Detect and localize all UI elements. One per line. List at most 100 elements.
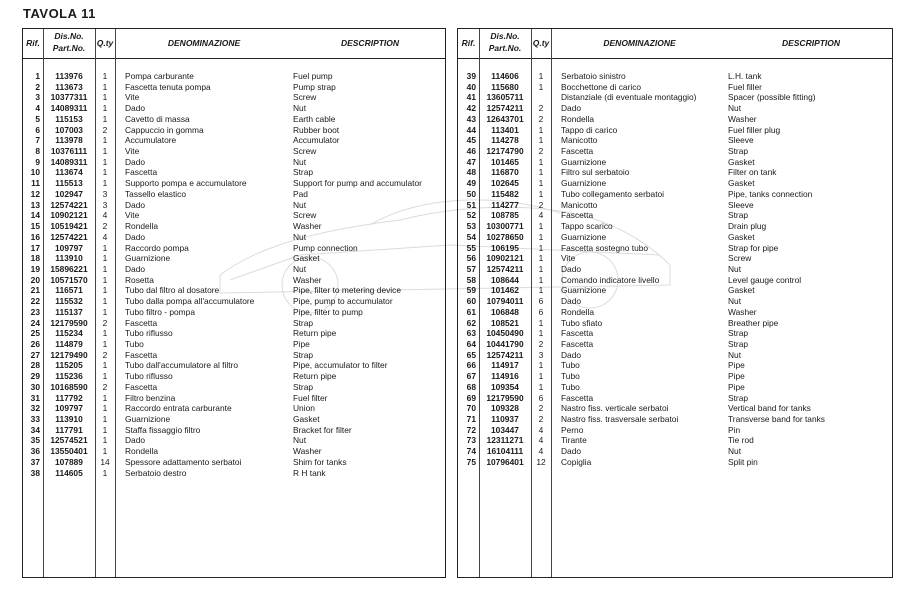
description-cell: Shim for tanks — [293, 456, 347, 467]
part-number-cell: 10376111 — [50, 146, 88, 157]
rif-cell: 51 — [466, 199, 476, 210]
table-row: 19 15896221 1 Dado Nut — [23, 264, 445, 275]
description-cell: Split pin — [728, 456, 758, 467]
table-row: 33 113910 1 Guarnizione Gasket — [23, 414, 445, 425]
denominazione-cell: Fascetta — [125, 167, 158, 178]
denominazione-cell: Nastro fiss. trasversale serbatoi — [561, 414, 679, 425]
parts-table-right: Rif. Dis.No. Part.No. Q.ty DENOMINAZIONE DESC… — [457, 28, 893, 578]
qty-cell: 1 — [102, 446, 108, 457]
description-cell: Pipe — [728, 360, 745, 371]
qty-cell: 1 — [538, 317, 544, 328]
denominazione-cell: Fascetta — [561, 210, 594, 221]
rif-cell: 6 — [35, 124, 40, 135]
description-cell: Nut — [728, 296, 742, 307]
parts-table-left: Rif. Dis.No. Part.No. Q.ty DENOMINAZIONE DESC… — [22, 28, 446, 578]
description-cell: Union — [293, 403, 315, 414]
rif-cell: 9 — [35, 156, 40, 167]
part-number-cell: 114879 — [55, 339, 83, 349]
part-number-cell: 115236 — [55, 371, 83, 382]
denominazione-cell: Dado — [125, 263, 146, 274]
description-cell: L.H. tank — [728, 71, 762, 81]
denominazione-cell: Manicotto — [561, 199, 598, 210]
denominazione-cell: Tappo di carico — [561, 124, 618, 135]
part-number-cell: 114277 — [491, 199, 519, 210]
table-row: 68 109354 1 Tubo Pipe — [458, 382, 892, 393]
header-rif: Rif. — [26, 38, 40, 48]
qty-cell: 1 — [102, 113, 108, 124]
rif-cell: 50 — [466, 188, 476, 199]
part-number-cell: 12179590 — [486, 392, 524, 403]
table-row: 9 14089311 1 Dado Nut — [23, 157, 445, 168]
table-row: 53 10300771 1 Tappo scarico Drain plug — [458, 221, 892, 232]
description-cell: Gasket — [293, 253, 320, 264]
qty-cell: 2 — [102, 381, 108, 392]
denominazione-cell: Staffa fissaggio filtro — [125, 424, 201, 435]
qty-cell: 1 — [538, 221, 544, 232]
qty-cell: 4 — [538, 210, 544, 221]
table-row: 72 103447 4 Perno Pin — [458, 425, 892, 436]
denominazione-cell: Tubo riflusso — [125, 328, 173, 339]
description-cell: Fuel filler plug — [728, 124, 781, 135]
column-divider — [551, 29, 552, 577]
denominazione-cell: Vite — [125, 146, 140, 157]
rif-cell: 30 — [30, 381, 40, 392]
rif-cell: 53 — [466, 221, 476, 232]
qty-cell: 1 — [102, 360, 108, 371]
denominazione-cell: Dado — [125, 199, 146, 210]
qty-cell: 1 — [102, 339, 108, 349]
qty-cell: 6 — [538, 306, 544, 317]
part-number-cell: 10377311 — [50, 92, 88, 103]
rif-cell: 3 — [35, 92, 40, 103]
qty-cell: 2 — [102, 221, 108, 232]
table-row: 7 113978 1 Accumulatore Accumulator — [23, 135, 445, 146]
qty-cell: 1 — [102, 403, 108, 414]
description-cell: Nut — [728, 446, 742, 457]
qty-cell: 1 — [538, 124, 544, 135]
header-partno-1: Dis.No. — [490, 31, 520, 41]
denominazione-cell: Guarnizione — [561, 285, 607, 296]
denominazione-cell: Rondella — [125, 221, 159, 232]
description-cell: Gasket — [728, 178, 755, 189]
part-number-cell: 10519421 — [50, 221, 88, 232]
table-row: 13 12574221 3 Dado Nut — [23, 200, 445, 211]
qty-cell: 3 — [102, 188, 108, 199]
description-cell: Nut — [293, 156, 307, 167]
header-qty: Q.ty — [96, 38, 114, 48]
rif-cell: 18 — [30, 253, 40, 264]
table-row: 74 16104111 4 Dado Nut — [458, 446, 892, 457]
part-number-cell: 115205 — [55, 360, 83, 371]
description-cell: Washer — [293, 274, 322, 285]
part-number-cell: 102645 — [491, 178, 519, 189]
part-number-cell: 101465 — [491, 156, 519, 167]
denominazione-cell: Dado — [561, 263, 582, 274]
description-cell: Filter on tank — [728, 167, 777, 178]
denominazione-cell: Tassello elastico — [125, 188, 186, 199]
part-number-cell: 113910 — [55, 414, 83, 425]
part-number-cell: 114916 — [491, 371, 519, 382]
denominazione-cell: Fascetta — [561, 392, 594, 403]
denominazione-cell: Spessore adattamento serbatoi — [125, 456, 242, 467]
rif-cell: 67 — [466, 371, 476, 382]
description-cell: Gasket — [728, 156, 755, 167]
table-row: 27 12179490 2 Fascetta Strap — [23, 350, 445, 361]
rif-cell: 52 — [466, 210, 476, 221]
part-number-cell: 15896221 — [50, 263, 88, 274]
table-row: 20 10571570 1 Rosetta Washer — [23, 275, 445, 286]
table-row: 32 109797 1 Raccordo entrata carburante Unio… — [23, 403, 445, 414]
denominazione-cell: Guarnizione — [125, 253, 171, 264]
part-number-cell: 114917 — [491, 360, 519, 371]
denominazione-cell: Pompa carburante — [125, 71, 194, 81]
car-watermark-icon — [219, 199, 671, 314]
rif-cell: 24 — [30, 317, 40, 328]
description-cell: Strap for pipe — [728, 242, 779, 253]
part-number-cell: 114605 — [55, 467, 83, 478]
denominazione-cell: Dado — [561, 349, 582, 360]
qty-cell: 1 — [102, 296, 108, 307]
qty-cell: 1 — [102, 371, 108, 382]
rif-cell: 61 — [466, 306, 476, 317]
part-number-cell: 12311271 — [486, 435, 524, 446]
table-row: 69 12179590 6 Fascetta Strap — [458, 393, 892, 404]
rif-cell: 33 — [30, 414, 40, 425]
part-number-cell: 10441790 — [486, 339, 524, 349]
rif-cell: 7 — [35, 135, 40, 146]
